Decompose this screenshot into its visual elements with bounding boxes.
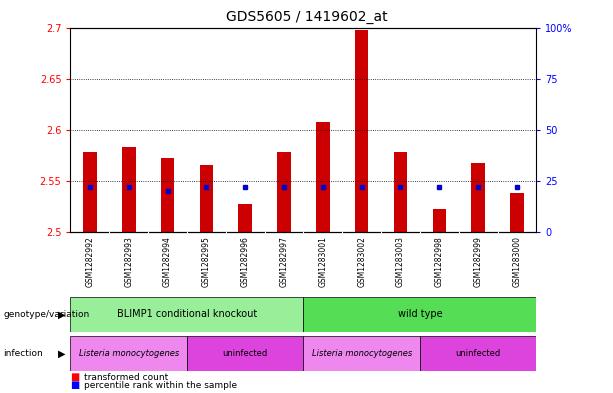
Text: ■: ■ bbox=[70, 380, 80, 390]
Bar bbox=[161, 158, 174, 232]
Text: ▶: ▶ bbox=[58, 309, 66, 320]
Bar bbox=[200, 165, 213, 232]
Text: GSM1283000: GSM1283000 bbox=[512, 236, 522, 287]
Text: ▶: ▶ bbox=[58, 349, 66, 359]
Text: GSM1282993: GSM1282993 bbox=[124, 236, 133, 287]
Text: GSM1282997: GSM1282997 bbox=[280, 236, 289, 287]
Text: ■: ■ bbox=[70, 372, 80, 382]
Bar bbox=[303, 336, 420, 371]
Text: uninfected: uninfected bbox=[223, 349, 268, 358]
Bar bbox=[238, 204, 252, 232]
Text: uninfected: uninfected bbox=[455, 349, 501, 358]
Bar bbox=[303, 297, 536, 332]
Bar bbox=[510, 193, 524, 232]
Bar bbox=[394, 152, 407, 232]
Text: GDS5605 / 1419602_at: GDS5605 / 1419602_at bbox=[226, 10, 387, 24]
Text: genotype/variation: genotype/variation bbox=[3, 310, 89, 319]
Text: GSM1282999: GSM1282999 bbox=[474, 236, 482, 287]
Text: BLIMP1 conditional knockout: BLIMP1 conditional knockout bbox=[117, 309, 257, 320]
Bar bbox=[70, 297, 303, 332]
Text: GSM1282992: GSM1282992 bbox=[85, 236, 94, 287]
Bar bbox=[471, 163, 485, 232]
Text: GSM1283001: GSM1283001 bbox=[318, 236, 327, 287]
Bar bbox=[70, 336, 187, 371]
Text: Listeria monocytogenes: Listeria monocytogenes bbox=[311, 349, 412, 358]
Text: infection: infection bbox=[3, 349, 43, 358]
Text: GSM1283003: GSM1283003 bbox=[396, 236, 405, 287]
Text: percentile rank within the sample: percentile rank within the sample bbox=[84, 381, 237, 390]
Text: transformed count: transformed count bbox=[84, 373, 168, 382]
Text: wild type: wild type bbox=[398, 309, 442, 320]
Bar bbox=[355, 29, 368, 232]
Bar bbox=[433, 209, 446, 232]
Bar bbox=[420, 336, 536, 371]
Bar bbox=[122, 147, 135, 232]
Text: GSM1282998: GSM1282998 bbox=[435, 236, 444, 287]
Text: Listeria monocytogenes: Listeria monocytogenes bbox=[78, 349, 179, 358]
Text: GSM1282995: GSM1282995 bbox=[202, 236, 211, 287]
Bar bbox=[187, 336, 303, 371]
Bar bbox=[83, 152, 97, 232]
Text: GSM1282994: GSM1282994 bbox=[163, 236, 172, 287]
Bar bbox=[277, 152, 291, 232]
Bar bbox=[316, 121, 330, 232]
Text: GSM1282996: GSM1282996 bbox=[241, 236, 249, 287]
Text: GSM1283002: GSM1283002 bbox=[357, 236, 366, 287]
